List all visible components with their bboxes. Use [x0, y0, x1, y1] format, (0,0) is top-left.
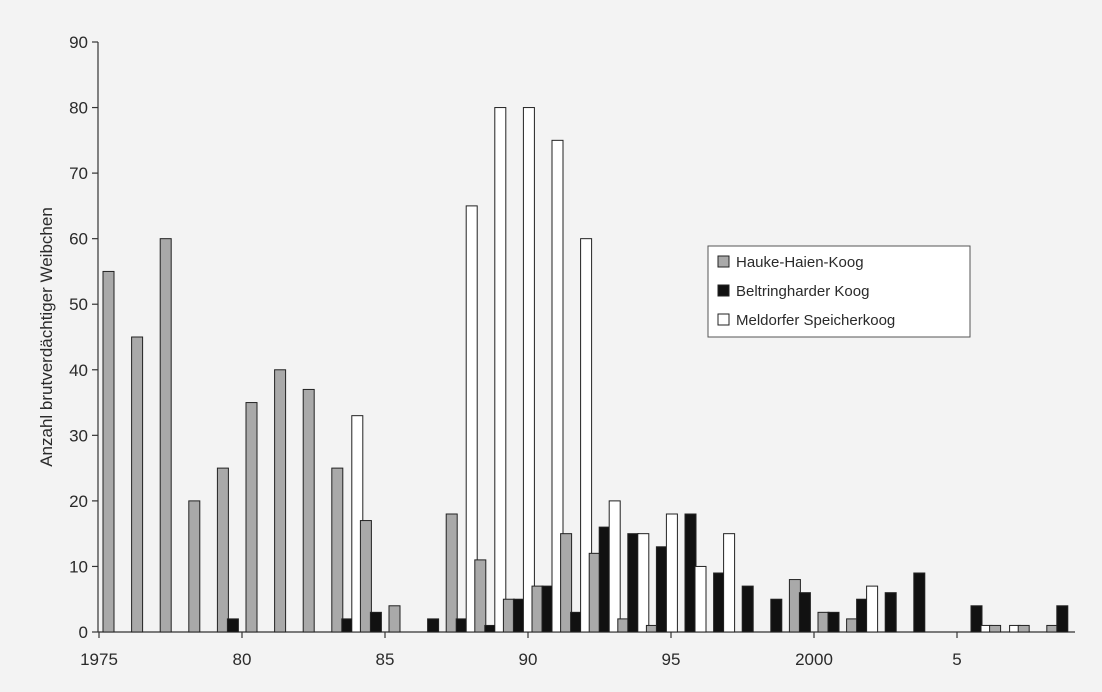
bar-hauke-haien-koog-1999 — [788, 579, 801, 633]
bar-beltringharder-koog-1999 — [798, 592, 811, 633]
legend-label: Hauke-Haien-Koog — [736, 254, 864, 271]
y-tick-label: 60 — [69, 230, 88, 249]
bar-hauke-haien-koog-1975 — [102, 270, 115, 633]
legend-label: Meldorfer Speicherkoog — [736, 312, 895, 329]
bar-hauke-haien-koog-2001 — [846, 618, 859, 633]
bars-group — [102, 107, 1069, 633]
bar-beltringharder-koog-1989 — [512, 598, 525, 633]
bar-hauke-haien-koog-2007 — [1017, 624, 1030, 633]
y-tick-label: 90 — [69, 33, 88, 52]
bar-hauke-haien-koog-1990 — [531, 585, 544, 633]
bar-beltringharder-koog-2001 — [856, 598, 869, 633]
bar-beltringharder-koog-1996 — [713, 572, 726, 633]
bar-hauke-haien-koog-2008 — [1046, 624, 1059, 633]
bar-beltringharder-koog-1993 — [627, 533, 640, 633]
bar-hauke-haien-koog-1976 — [131, 336, 144, 633]
legend-swatch — [717, 313, 730, 326]
bar-meldorfer-speicherkoog-1995 — [694, 565, 707, 633]
x-tick-label: 90 — [519, 650, 538, 669]
bar-hauke-haien-koog-1991 — [560, 533, 573, 633]
bar-beltringharder-koog-1997 — [741, 585, 754, 633]
bar-beltringharder-koog-1998 — [770, 598, 783, 633]
bar-beltringharder-koog-1991 — [570, 611, 583, 633]
bar-meldorfer-speicherkoog-2001 — [866, 585, 879, 633]
y-axis-ticks: 0 10 20 30 40 50 60 70 80 90 — [69, 33, 98, 642]
bar-hauke-haien-koog-1982 — [302, 388, 315, 633]
bar-hauke-haien-koog-1981 — [274, 369, 287, 633]
y-tick-label: 10 — [69, 557, 88, 576]
bar-hauke-haien-koog-1985 — [388, 605, 401, 633]
bar-beltringharder-koog-1987 — [455, 618, 468, 633]
y-axis-label: Anzahl brutverdächtiger Weibchen — [37, 207, 56, 467]
legend-label: Beltringharder Koog — [736, 283, 869, 300]
bar-beltringharder-koog-2008 — [1056, 605, 1069, 633]
bar-hauke-haien-koog-2000 — [817, 611, 830, 633]
bar-beltringharder-koog-2005 — [970, 605, 983, 633]
bar-beltringharder-koog-1979 — [226, 618, 239, 633]
bar-hauke-haien-koog-1992 — [588, 552, 601, 633]
bar-meldorfer-speicherkoog-1989 — [522, 107, 535, 633]
bar-beltringharder-koog-1984 — [369, 611, 382, 633]
bar-hauke-haien-koog-2006 — [989, 624, 1002, 633]
bar-hauke-haien-koog-1978 — [188, 500, 201, 633]
legend-box — [707, 245, 971, 338]
bar-meldorfer-speicherkoog-1988 — [494, 107, 507, 633]
bar-meldorfer-speicherkoog-1990 — [551, 139, 564, 633]
x-tick-label: 80 — [233, 650, 252, 669]
y-tick-label: 50 — [69, 295, 88, 314]
bar-beltringharder-koog-1983 — [341, 618, 354, 633]
bar-beltringharder-koog-1994 — [655, 546, 668, 633]
legend-swatch — [717, 284, 730, 297]
bar-hauke-haien-koog-1979 — [216, 467, 229, 633]
bar-hauke-haien-koog-1980 — [245, 402, 258, 633]
legend: Hauke-Haien-Koog Beltringharder Koog Meldo… — [707, 245, 971, 338]
bar-beltringharder-koog-1988 — [484, 624, 497, 633]
bar-beltringharder-koog-2000 — [827, 611, 840, 633]
y-tick-label: 80 — [69, 99, 88, 118]
bar-beltringharder-koog-1995 — [684, 513, 697, 633]
bar-hauke-haien-koog-1988 — [474, 559, 487, 633]
legend-swatch — [717, 255, 730, 268]
y-tick-label: 0 — [79, 623, 88, 642]
bar-meldorfer-speicherkoog-1993 — [637, 533, 650, 633]
bar-hauke-haien-koog-1984 — [359, 520, 372, 633]
bar-beltringharder-koog-1990 — [541, 585, 554, 633]
bar-beltringharder-koog-2003 — [913, 572, 926, 633]
bar-hauke-haien-koog-1989 — [502, 598, 515, 633]
bar-hauke-haien-koog-1977 — [159, 238, 172, 633]
y-tick-label: 40 — [69, 361, 88, 380]
bar-beltringharder-koog-1986 — [427, 618, 440, 633]
bar-hauke-haien-koog-1993 — [617, 618, 630, 633]
bar-hauke-haien-koog-1994 — [645, 624, 658, 633]
bar-meldorfer-speicherkoog-1996 — [723, 533, 736, 633]
y-tick-label: 20 — [69, 492, 88, 511]
x-tick-label: 5 — [952, 650, 961, 669]
bar-hauke-haien-koog-1987 — [445, 513, 458, 633]
x-tick-label: 2000 — [795, 650, 833, 669]
bar-meldorfer-speicherkoog-1994 — [665, 513, 678, 633]
x-tick-label: 1975 — [80, 650, 118, 669]
bar-meldorfer-speicherkoog-1991 — [580, 238, 593, 633]
y-tick-label: 70 — [69, 164, 88, 183]
x-tick-label: 95 — [662, 650, 681, 669]
x-axis-ticks: 1975 80 85 90 95 2000 5 — [80, 632, 962, 669]
bar-meldorfer-speicherkoog-1987 — [465, 205, 478, 633]
bar-beltringharder-koog-2002 — [884, 592, 897, 633]
x-tick-label: 85 — [376, 650, 395, 669]
bar-beltringharder-koog-1992 — [598, 526, 611, 633]
y-tick-label: 30 — [69, 426, 88, 445]
bar-hauke-haien-koog-1983 — [331, 467, 344, 633]
bar-meldorfer-speicherkoog-1992 — [608, 500, 621, 633]
